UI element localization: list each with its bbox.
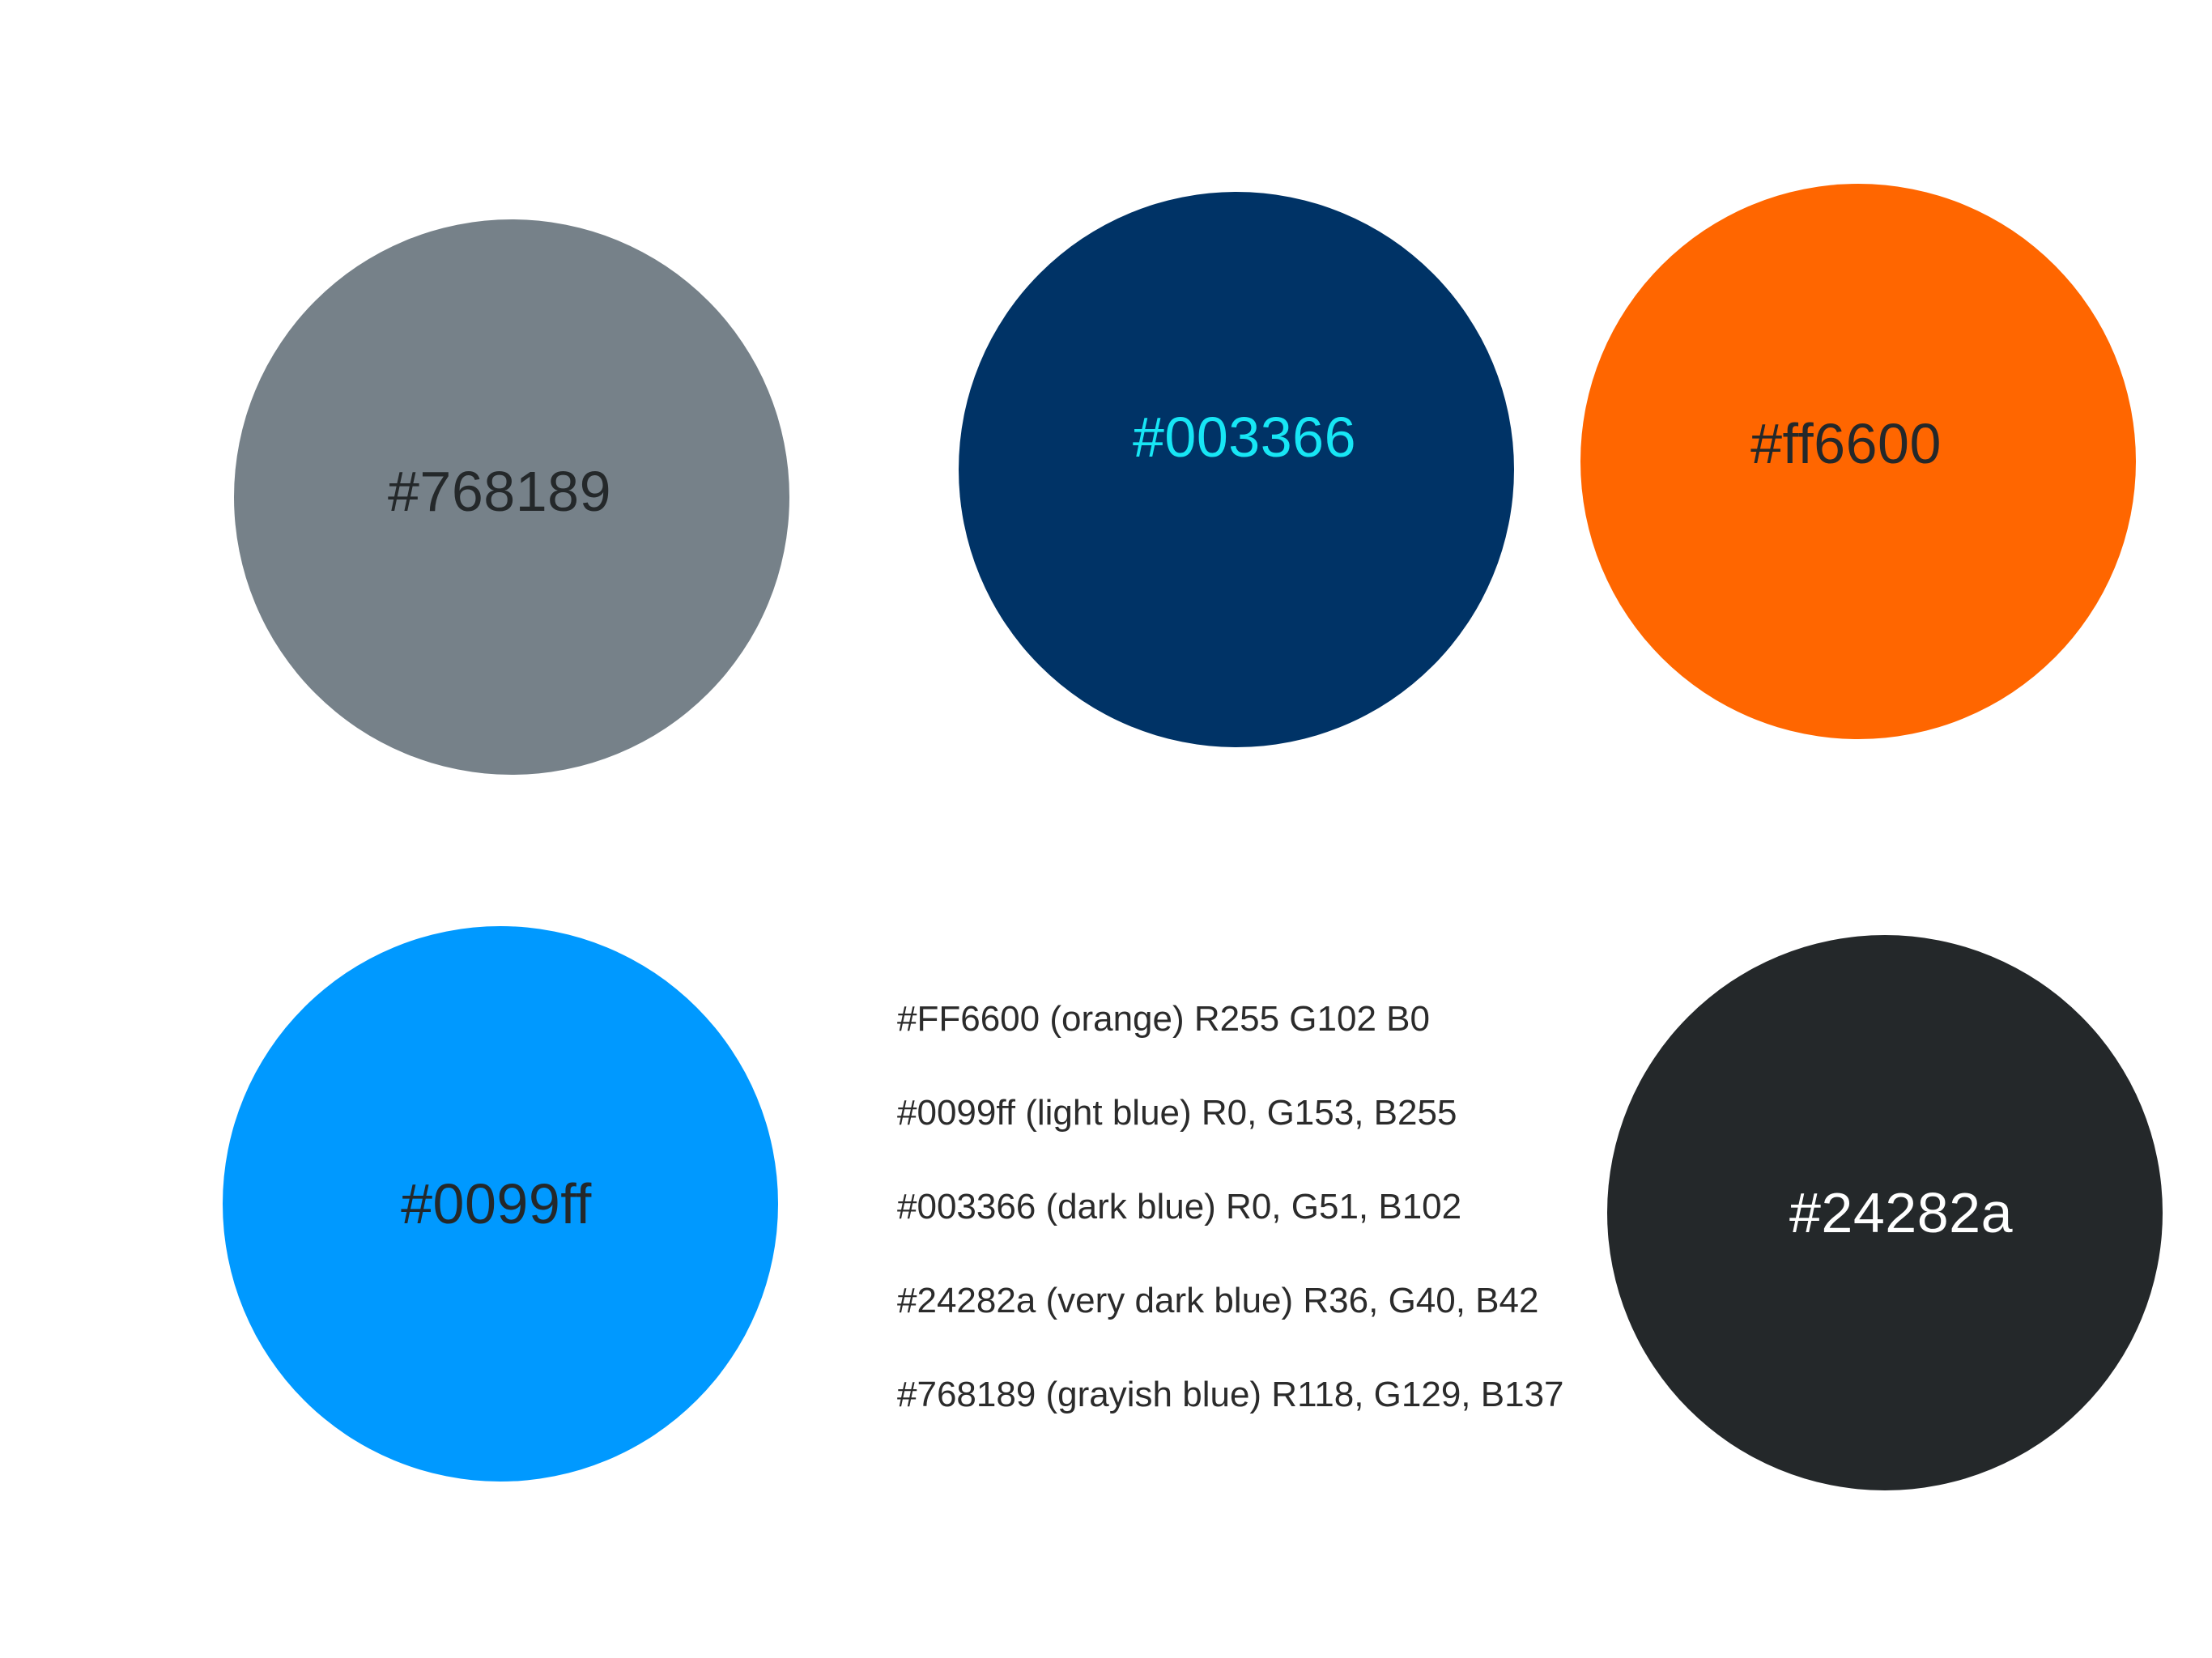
swatch-hex-label: #ff6600 xyxy=(1750,412,1942,475)
swatch-hex-label: #768189 xyxy=(387,460,611,523)
swatch-grayish-blue: #768189 xyxy=(234,219,789,775)
legend-item: #24282a (very dark blue) R36, G40, B42 xyxy=(897,1281,1539,1320)
legend-item: #003366 (dark blue) R0, G51, B102 xyxy=(897,1187,1462,1226)
swatch-hex-label: #003366 xyxy=(1132,406,1356,469)
legend-item: #0099ff (light blue) R0, G153, B255 xyxy=(897,1093,1457,1133)
color-legend: #FF6600 (orange) R255 G102 B0 #0099ff (l… xyxy=(897,996,1626,1465)
legend-item: #768189 (grayish blue) R118, G129, B137 xyxy=(897,1375,1564,1414)
legend-item: #FF6600 (orange) R255 G102 B0 xyxy=(897,999,1430,1039)
swatch-orange: #ff6600 xyxy=(1580,184,2136,739)
swatch-very-dark-blue: #24282a xyxy=(1607,935,2163,1490)
swatch-hex-label: #0099ff xyxy=(401,1172,592,1235)
swatch-light-blue: #0099ff xyxy=(223,926,778,1482)
swatch-dark-blue: #003366 xyxy=(959,192,1514,747)
swatch-hex-label: #24282a xyxy=(1789,1181,2013,1244)
